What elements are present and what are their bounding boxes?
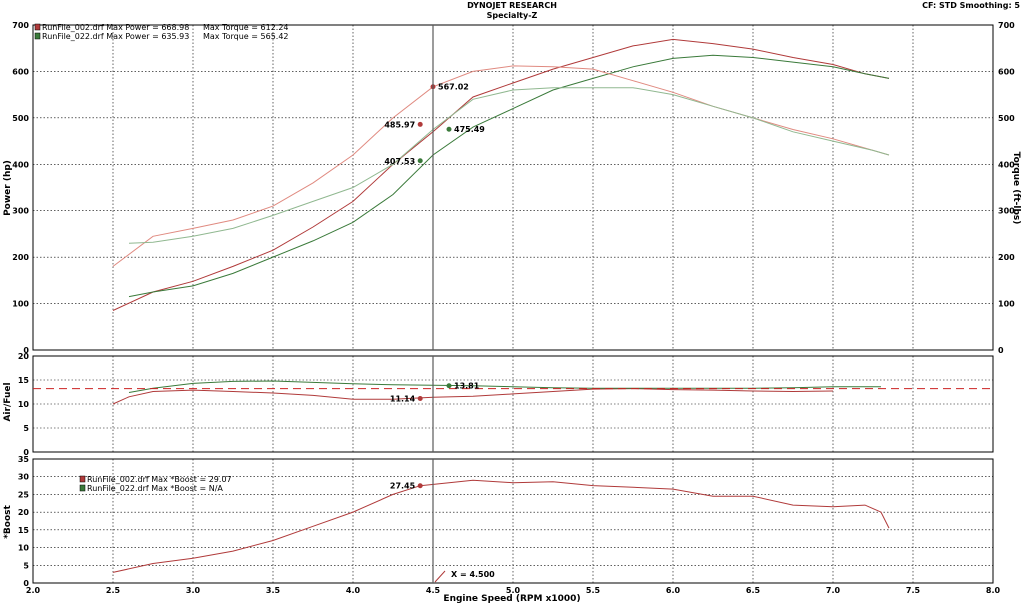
y-tick-label: 10 [18,544,30,553]
series-line-run-022 [128,380,881,393]
legend-entry: RunFile_002.drf Max Power = 668.98 [42,23,189,32]
x-tick-label: 5.5 [586,586,601,595]
x-tick-label: 7.0 [826,586,841,595]
x-tick-label: 6.0 [666,586,681,595]
series-line-run-002 [112,479,890,573]
power-torque-panel: 0 0 100 100 200 200 300 300 400 400 500 500 600 600 70… [12,21,1015,355]
cursor-marker [417,396,423,402]
y-tick-label: 400 [12,160,29,169]
x-tick-label: 3.0 [186,586,201,595]
x-tick-label: 3.5 [266,586,281,595]
marker-value-label: 485.97 [384,120,415,129]
x-tick-label: 4.5 [426,586,441,595]
air-fuel-panel: 0 5 10 15 20 13.81 11.14 [18,352,994,457]
y-axis-label-power: Power (hp) [3,160,13,216]
x-tick-label: 6.5 [746,586,761,595]
y-tick-label: 15 [18,376,30,385]
y-tick-label: 5 [23,424,29,433]
y-tick-label: 500 [12,114,29,123]
cursor-readout-leader [434,570,446,583]
cursor-marker [446,383,452,389]
series-line-run-002 [112,388,834,405]
y-tick-label: 10 [18,400,30,409]
legend-torque-entry: Max Torque = 565.42 [203,32,289,41]
x-tick-label: 8.0 [986,586,1001,595]
y-tick-label: 20 [18,508,30,517]
cursor-marker [446,126,452,132]
legend-torque-entry: Max Torque = 612.24 [203,23,289,32]
y-tick-label: 35 [18,455,30,464]
y-tick-label-right: 0 [998,346,1004,355]
y-tick-label-right: 200 [998,253,1015,262]
y-axis-label-boost: *Boost [3,505,13,539]
y-axis-label-air-fuel: Air/Fuel [3,382,13,421]
y-tick-label: 200 [12,253,29,262]
marker-value-label: 407.53 [384,157,415,166]
legend-entry: RunFile_002.drf Max *Boost = 29.07 [87,475,232,484]
series-line-torque-run-002 [112,65,890,267]
chart-title: DYNOJET RESEARCH [467,1,557,10]
y-tick-label-right: 500 [998,114,1015,123]
cursor-marker [417,121,423,127]
cursor-marker [417,158,423,164]
x-axis-label: Engine Speed (RPM x1000) [443,594,580,603]
y-tick-label: 300 [12,207,29,216]
y-axis-label-torque: Torque (ft-lbs) [1011,152,1021,225]
y-tick-label: 0 [23,579,29,588]
series-line-power-run-002 [112,38,890,311]
y-tick-label-right: 300 [998,207,1015,216]
y-tick-label: 0 [23,448,29,457]
y-tick-label: 0 [23,346,29,355]
series-line-torque-run-022 [128,87,890,244]
marker-value-label: 475.49 [454,125,485,134]
y-tick-label: 30 [18,473,30,482]
legend-swatch [79,484,86,492]
marker-value-label: 567.02 [438,83,469,92]
y-tick-label-right: 700 [998,21,1015,30]
legend-swatch [34,23,41,31]
y-tick-label: 25 [18,490,30,499]
y-tick-label-right: 100 [998,300,1015,309]
x-tick-label: 2.0 [26,586,41,595]
y-tick-label-right: 600 [998,67,1015,76]
chart-subtitle: Specialty-Z [487,11,538,20]
marker-value-label: 11.14 [390,395,416,404]
legend-swatch [79,475,86,483]
y-tick-label: 20 [18,352,30,361]
marker-value-label: 13.81 [454,382,480,391]
correction-info: CF: STD Smoothing: 5 [922,1,1020,10]
cursor-marker [417,483,423,489]
legend-entry: RunFile_022.drf Max *Boost = N/A [87,484,223,493]
marker-value-label: 27.45 [390,482,416,491]
series-line-power-run-022 [128,54,890,298]
legend-entry: RunFile_022.drf Max Power = 635.93 [42,32,189,41]
cursor-readout: X = 4.500 [451,570,495,579]
y-tick-label: 600 [12,67,29,76]
y-tick-label-right: 400 [998,160,1015,169]
legend-swatch [34,32,41,40]
y-tick-label: 700 [12,21,29,30]
y-tick-label: 15 [18,526,30,535]
x-tick-label: 4.0 [346,586,361,595]
y-tick-label: 100 [12,300,29,309]
x-tick-label: 7.5 [906,586,921,595]
x-tick-label: 2.5 [106,586,121,595]
boost-panel: 0 5 10 15 20 25 30 35 27.45 2.0 2.5 3.0 3.5 4.0 4.5 5.0… [18,455,1001,595]
x-tick-label: 5.0 [506,586,521,595]
y-tick-label: 5 [23,561,29,570]
